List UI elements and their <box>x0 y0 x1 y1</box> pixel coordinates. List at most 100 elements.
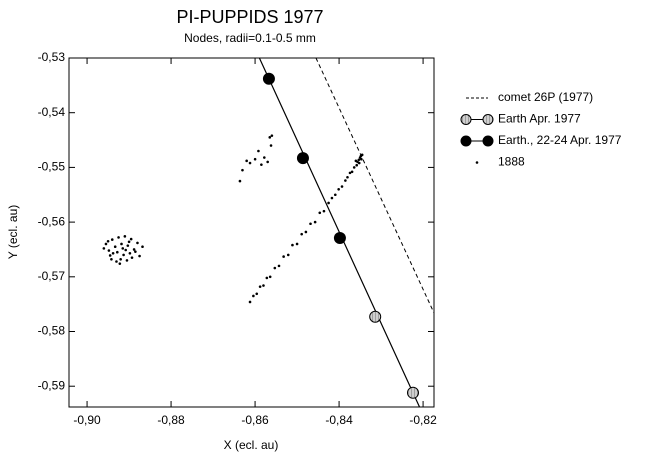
meteoroid-node <box>110 258 113 261</box>
meteoroid-node <box>106 239 110 243</box>
meteoroid-node <box>322 209 326 213</box>
meteoroid-node <box>124 248 128 252</box>
earth-point <box>262 72 275 85</box>
meteoroid-node <box>295 242 299 246</box>
meteoroid-node <box>123 235 127 238</box>
meteoroid-node <box>330 196 334 200</box>
meteoroid-node <box>138 254 141 258</box>
meteoroid-node <box>125 259 129 262</box>
meteoroid-node <box>313 220 317 224</box>
y-axis-label: Y (ecl. au) <box>6 205 20 259</box>
meteoroid-node <box>348 171 352 175</box>
legend-label: comet 26P (1977) <box>498 90 593 104</box>
legend-symbol <box>482 135 494 147</box>
meteoroid-node <box>241 168 244 172</box>
meteoroid-node <box>333 193 337 197</box>
meteoroid-node <box>286 253 290 257</box>
legend-symbol <box>482 114 494 125</box>
y-tick-label: -0,54 <box>38 105 66 119</box>
meteoroid-node <box>120 242 123 246</box>
legend-label: Earth., 22-24 Apr. 1977 <box>498 133 622 147</box>
meteoroid-node <box>248 161 252 165</box>
meteoroid-node <box>127 240 131 244</box>
meteoroid-node <box>108 254 112 257</box>
plot-area <box>102 58 434 407</box>
meteoroid-node <box>104 242 108 246</box>
meteoroid-node <box>134 250 137 253</box>
meteoroid-node <box>269 144 273 147</box>
chart-title: PI-PUPPIDS 1977 <box>176 7 323 27</box>
meteoroid-node <box>121 247 125 250</box>
meteoroid-node <box>300 232 303 236</box>
meteoroid-node <box>255 292 259 296</box>
meteoroid-node <box>253 157 257 161</box>
meteoroid-node <box>129 237 133 241</box>
meteoroid-node <box>357 158 361 162</box>
meteoroid-node <box>273 266 277 270</box>
meteoroid-node <box>260 163 263 166</box>
legend-label: 1888 <box>498 155 525 169</box>
y-tick-label: -0,56 <box>38 214 66 228</box>
earth-point <box>296 152 309 165</box>
meteoroid-node <box>111 251 115 255</box>
meteoroid-node <box>350 170 354 174</box>
legend-symbol <box>460 114 472 125</box>
meteoroid-node <box>122 253 125 257</box>
chart-subtitle: Nodes, radii=0.1-0.5 mm <box>184 31 316 45</box>
meteoroid-node <box>318 211 322 215</box>
y-tick-label: -0,58 <box>38 324 66 338</box>
meteoroid-node <box>266 160 269 164</box>
meteoroid-node <box>346 175 349 179</box>
plot-frame <box>68 57 435 408</box>
meteoroid-node <box>107 249 111 252</box>
meteoroid-node <box>327 201 330 205</box>
meteoroid-node <box>102 247 106 250</box>
meteoroid-node <box>252 294 255 298</box>
meteoroid-node <box>355 163 359 167</box>
meteoroid-node <box>132 248 136 251</box>
x-tick-label: -0,86 <box>241 413 269 427</box>
legend-symbol <box>475 161 479 164</box>
meteoroid-node <box>113 245 117 249</box>
meteoroid-node <box>118 262 122 265</box>
meteoroid-node <box>270 134 274 137</box>
meteoroid-node <box>268 275 272 279</box>
meteoroid-node <box>344 179 347 182</box>
meteoroid-node <box>304 230 308 234</box>
y-tick-label: -0,55 <box>38 160 66 174</box>
meteoroid-node <box>119 258 122 261</box>
comet-line <box>315 58 434 314</box>
x-tick-label: -0,88 <box>157 413 185 427</box>
meteoroid-node <box>141 245 144 249</box>
legend-label: Earth Apr. 1977 <box>498 112 581 126</box>
meteoroid-node <box>262 284 265 287</box>
meteoroid-node <box>115 260 118 263</box>
meteoroid-node <box>360 153 364 157</box>
earth-point <box>369 310 382 323</box>
y-tick-label: -0,59 <box>38 378 66 392</box>
meteoroid-node <box>117 236 120 239</box>
meteoroid-node <box>282 255 285 258</box>
meteoroid-node <box>245 159 248 163</box>
meteoroid-node <box>257 149 260 153</box>
y-tick-label: -0,57 <box>38 269 66 283</box>
meteoroid-node <box>110 238 114 241</box>
x-tick-label: -0,84 <box>325 413 353 427</box>
meteoroid-node <box>128 251 132 255</box>
meteoroid-node <box>309 222 312 226</box>
meteoroid-node <box>130 256 134 259</box>
meteoroid-node <box>291 243 294 247</box>
x-tick-label: -0,90 <box>73 413 101 427</box>
meteoroid-node <box>360 157 363 161</box>
x-tick-label: -0,82 <box>409 413 437 427</box>
meteoroid-node <box>354 159 358 163</box>
meteoroid-node <box>268 136 272 139</box>
y-tick-label: -0,53 <box>38 50 66 64</box>
meteoroid-node <box>357 161 361 165</box>
meteoroid-node <box>337 187 340 191</box>
meteoroid-node <box>136 241 139 245</box>
meteoroid-node <box>238 179 242 183</box>
meteoroid-node <box>116 250 119 254</box>
meteoroid-node <box>340 185 344 188</box>
